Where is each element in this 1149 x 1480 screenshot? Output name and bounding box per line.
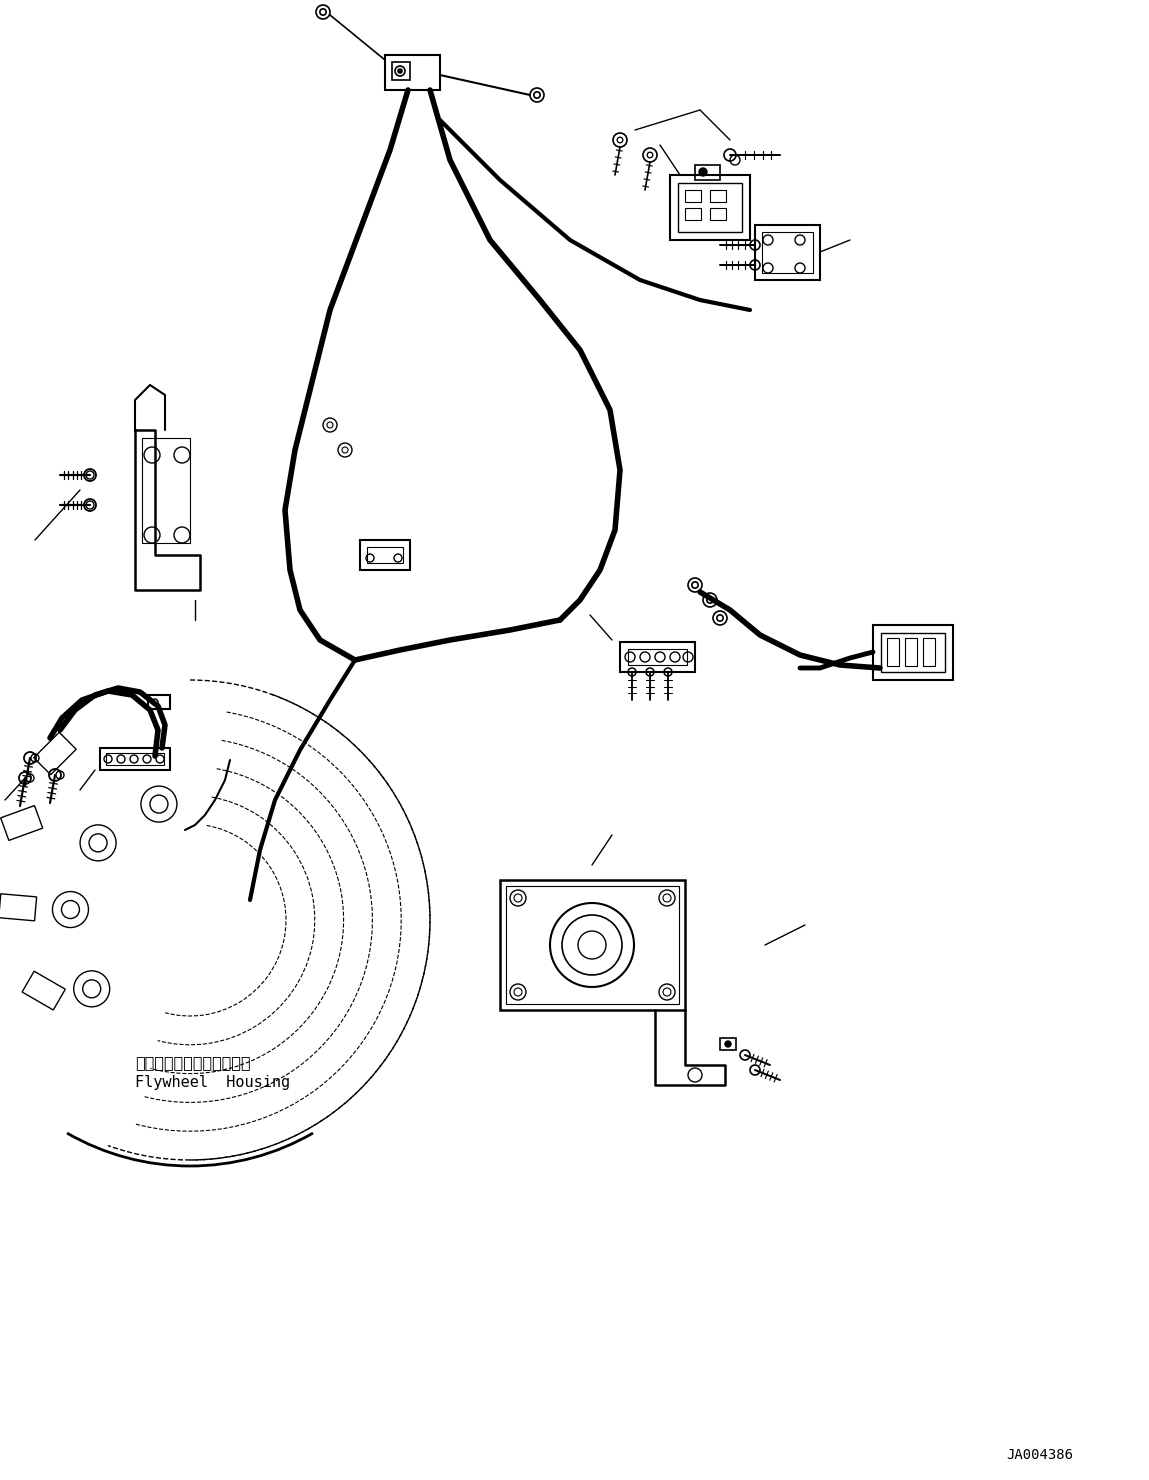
Bar <box>762 232 813 272</box>
Bar <box>392 62 410 80</box>
Bar <box>905 638 917 666</box>
Text: JA004386: JA004386 <box>1007 1447 1073 1462</box>
Bar <box>678 184 742 232</box>
Bar <box>33 733 76 774</box>
Bar <box>685 189 701 201</box>
Bar <box>755 225 820 280</box>
Bar <box>685 209 701 221</box>
Bar <box>670 175 750 240</box>
Bar <box>506 887 679 1003</box>
Bar <box>720 1037 737 1049</box>
Text: フライホイールハウジング: フライホイールハウジング <box>134 1055 250 1070</box>
Bar <box>367 548 403 562</box>
Bar <box>710 209 726 221</box>
Bar <box>22 971 65 1009</box>
Circle shape <box>725 1040 731 1046</box>
Bar <box>923 638 935 666</box>
Bar <box>695 164 720 181</box>
Bar <box>500 881 685 1009</box>
Bar <box>1 805 43 841</box>
Bar <box>106 753 164 765</box>
Bar <box>620 642 695 672</box>
Circle shape <box>699 169 707 176</box>
Bar <box>629 650 687 665</box>
Bar <box>148 696 170 709</box>
Bar <box>881 633 944 672</box>
Circle shape <box>398 70 402 73</box>
Text: Flywheel  Housing: Flywheel Housing <box>134 1074 291 1089</box>
Bar <box>0 894 37 921</box>
Bar <box>710 189 726 201</box>
Bar <box>873 625 953 679</box>
Bar <box>142 438 190 543</box>
Bar <box>385 55 440 90</box>
Bar <box>887 638 899 666</box>
Bar <box>360 540 410 570</box>
Bar <box>100 747 170 770</box>
